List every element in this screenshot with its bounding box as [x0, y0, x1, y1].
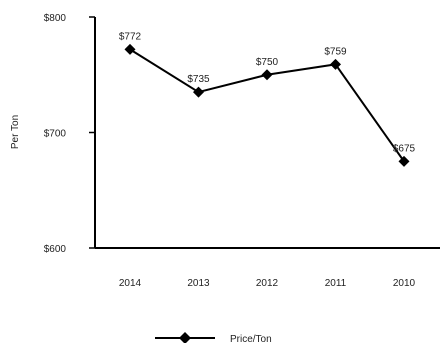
- x-tick-label: 2013: [187, 278, 210, 289]
- data-point-marker: [398, 155, 410, 167]
- y-tick-label: $700: [44, 129, 67, 140]
- y-ticks: $600 $700 $800: [44, 13, 95, 255]
- y-tick-label: $600: [44, 244, 67, 255]
- data-point-marker: [193, 86, 204, 98]
- series-price-per-ton: [124, 43, 410, 167]
- data-label: $735: [187, 74, 210, 85]
- data-point-marker: [330, 58, 341, 70]
- x-tick-label: 2014: [119, 278, 142, 289]
- x-tick-label: 2011: [325, 278, 347, 289]
- x-tick-label: 2012: [256, 278, 279, 289]
- y-tick-label: $800: [44, 13, 67, 24]
- data-labels: $772 $735 $750 $759 $675: [119, 31, 416, 154]
- data-point-marker: [261, 69, 273, 81]
- data-label: $750: [256, 57, 279, 68]
- legend-label: Price/Ton: [230, 334, 272, 343]
- data-label: $675: [393, 143, 416, 154]
- x-ticks: 2014 2013 2012 2011 2010: [119, 278, 416, 289]
- data-label: $772: [119, 31, 142, 42]
- legend-diamond-marker: [179, 332, 191, 343]
- data-point-marker: [124, 43, 136, 55]
- x-tick-label: 2010: [393, 278, 416, 289]
- data-label: $759: [324, 46, 347, 57]
- y-axis-title: Per Ton: [10, 115, 21, 149]
- legend: Price/Ton: [155, 332, 272, 343]
